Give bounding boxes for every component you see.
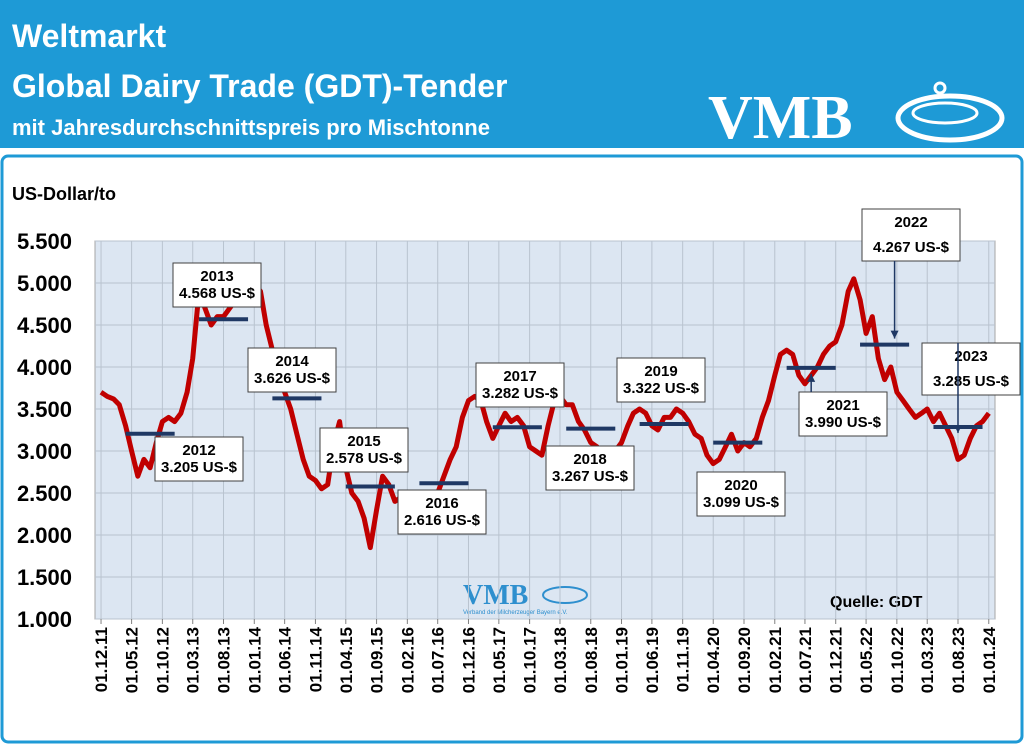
x-tick-label: 01.09.20 (735, 627, 754, 693)
callout-box (475, 362, 565, 408)
callout-box (247, 347, 337, 393)
watermark-mark (542, 586, 588, 604)
callout-value: 4.267 US-$ (873, 239, 950, 256)
callout-value: 2.578 US-$ (326, 450, 403, 467)
source: Quelle: GDT (830, 594, 923, 611)
x-tick-label: 01.07.16 (429, 627, 448, 693)
y-axis-label: US-Dollar/to (12, 184, 116, 204)
y-tick-label: 3.000 (17, 439, 72, 464)
callout-value: 3.282 US-$ (482, 385, 559, 402)
callout-value: 3.322 US-$ (623, 380, 700, 397)
y-tick-label: 4.000 (17, 355, 72, 380)
title: Weltmarkt (12, 18, 166, 54)
x-tick-label: 01.10.12 (153, 627, 172, 693)
x-tick-label: 01.05.12 (123, 627, 142, 693)
callout-year: 2018 (573, 451, 606, 468)
callout-year: 2014 (275, 353, 309, 370)
callout-box (861, 208, 961, 262)
logo: VMB (708, 84, 853, 152)
header-note: mit Jahresdurchschnittspreis pro Mischto… (12, 115, 490, 140)
x-tick-label: 01.11.19 (674, 627, 693, 692)
y-tick-label: 2.000 (17, 523, 72, 548)
callout-arrowhead (890, 330, 899, 339)
x-tick-label: 01.08.23 (949, 627, 968, 693)
grid (95, 240, 995, 620)
callout-value: 3.099 US-$ (703, 494, 780, 511)
header-band (0, 0, 1024, 148)
callout-value: 2.616 US-$ (404, 512, 481, 529)
x-tick-label: 01.01.24 (980, 626, 999, 693)
y-tick-label: 4.500 (17, 313, 72, 338)
callout-box (397, 489, 487, 535)
callout-box (545, 445, 635, 491)
callout-box (319, 427, 409, 473)
callout-value: 3.990 US-$ (805, 414, 882, 431)
callout-year: 2012 (182, 442, 215, 459)
x-tick-label: 01.12.21 (827, 627, 846, 693)
callout-box (172, 262, 262, 308)
callout-year: 2022 (894, 214, 927, 231)
x-tick-label: 01.05.17 (490, 627, 509, 693)
x-tick-label: 01.10.22 (888, 627, 907, 693)
y-tick-label: 2.500 (17, 481, 72, 506)
callout-year: 2016 (425, 495, 458, 512)
callout-year: 2013 (200, 268, 233, 285)
callout-year: 2020 (724, 477, 757, 494)
x-tick-label: 01.01.19 (613, 627, 632, 693)
watermark-org: Verband der Milcherzeuger Bayern e.V. (463, 610, 568, 616)
x-tick-label: 01.03.13 (184, 627, 203, 693)
callout-year: 2015 (347, 433, 380, 450)
y-tick-label: 1.000 (17, 607, 72, 632)
callout-box (616, 357, 706, 403)
callout-box (696, 471, 786, 517)
callout-year: 2017 (503, 368, 536, 385)
x-tick-label: 01.02.16 (398, 627, 417, 693)
watermark-logo: VMB (463, 580, 528, 611)
subtitle: Global Dairy Trade (GDT)-Tender (12, 68, 507, 104)
x-tick-label: 01.06.14 (276, 626, 295, 693)
callout-year: 2021 (826, 397, 859, 414)
x-tick-label: 01.02.21 (766, 627, 785, 693)
x-tick-label: 01.10.17 (521, 627, 540, 693)
callout-box (154, 436, 244, 482)
callout-year: 2023 (954, 348, 987, 365)
x-tick-label: 01.03.18 (551, 627, 570, 693)
x-tick-label: 01.07.21 (796, 627, 815, 693)
callout-arrowhead (807, 373, 816, 382)
y-tick-label: 5.000 (17, 271, 72, 296)
x-tick-label: 01.04.20 (704, 627, 723, 693)
x-tick-label: 01.08.13 (215, 627, 234, 693)
x-tick-label: 01.12.16 (459, 627, 478, 693)
y-tick-label: 1.500 (17, 565, 72, 590)
x-tick-label: 01.11.14 (306, 626, 325, 692)
callout-value: 3.205 US-$ (161, 459, 238, 476)
callout-box (921, 342, 1021, 396)
callout-value: 3.285 US-$ (933, 373, 1010, 390)
callout-value: 3.267 US-$ (552, 468, 629, 485)
x-tick-label: 01.12.11 (92, 627, 111, 692)
logo-mark (895, 81, 1005, 143)
x-tick-label: 01.06.19 (643, 627, 662, 693)
x-tick-label: 01.01.14 (245, 626, 264, 693)
x-tick-label: 01.08.18 (582, 627, 601, 693)
callout-value: 4.568 US-$ (179, 285, 256, 302)
x-tick-label: 01.05.22 (857, 627, 876, 693)
x-tick-label: 01.04.15 (337, 627, 356, 693)
y-tick-label: 3.500 (17, 397, 72, 422)
callout-arrowhead (953, 425, 962, 434)
x-tick-label: 01.09.15 (368, 627, 387, 693)
callout-year: 2019 (644, 363, 677, 380)
y-tick-label: 5.500 (17, 229, 72, 254)
callout-value: 3.626 US-$ (254, 370, 331, 387)
x-tick-label: 01.03.23 (918, 627, 937, 693)
callout-box (798, 391, 888, 437)
